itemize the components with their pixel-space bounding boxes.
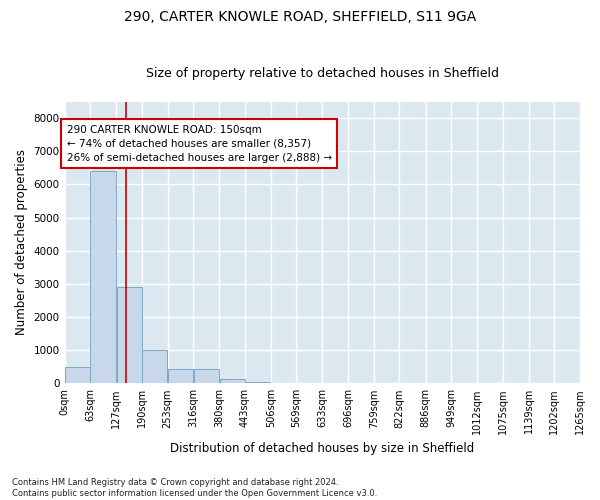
- Bar: [91, 171, 116, 384]
- Y-axis label: Number of detached properties: Number of detached properties: [15, 150, 28, 336]
- Bar: [245, 382, 271, 384]
- Text: 290 CARTER KNOWLE ROAD: 150sqm
← 74% of detached houses are smaller (8,357)
26% : 290 CARTER KNOWLE ROAD: 150sqm ← 74% of …: [67, 124, 332, 162]
- Bar: [168, 369, 193, 384]
- Bar: [65, 366, 90, 384]
- Text: Contains HM Land Registry data © Crown copyright and database right 2024.
Contai: Contains HM Land Registry data © Crown c…: [12, 478, 377, 498]
- Bar: [116, 287, 142, 384]
- Title: Size of property relative to detached houses in Sheffield: Size of property relative to detached ho…: [146, 66, 499, 80]
- Text: 290, CARTER KNOWLE ROAD, SHEFFIELD, S11 9GA: 290, CARTER KNOWLE ROAD, SHEFFIELD, S11 …: [124, 10, 476, 24]
- Bar: [194, 369, 219, 384]
- Bar: [220, 379, 245, 384]
- X-axis label: Distribution of detached houses by size in Sheffield: Distribution of detached houses by size …: [170, 442, 475, 455]
- Bar: [142, 350, 167, 384]
